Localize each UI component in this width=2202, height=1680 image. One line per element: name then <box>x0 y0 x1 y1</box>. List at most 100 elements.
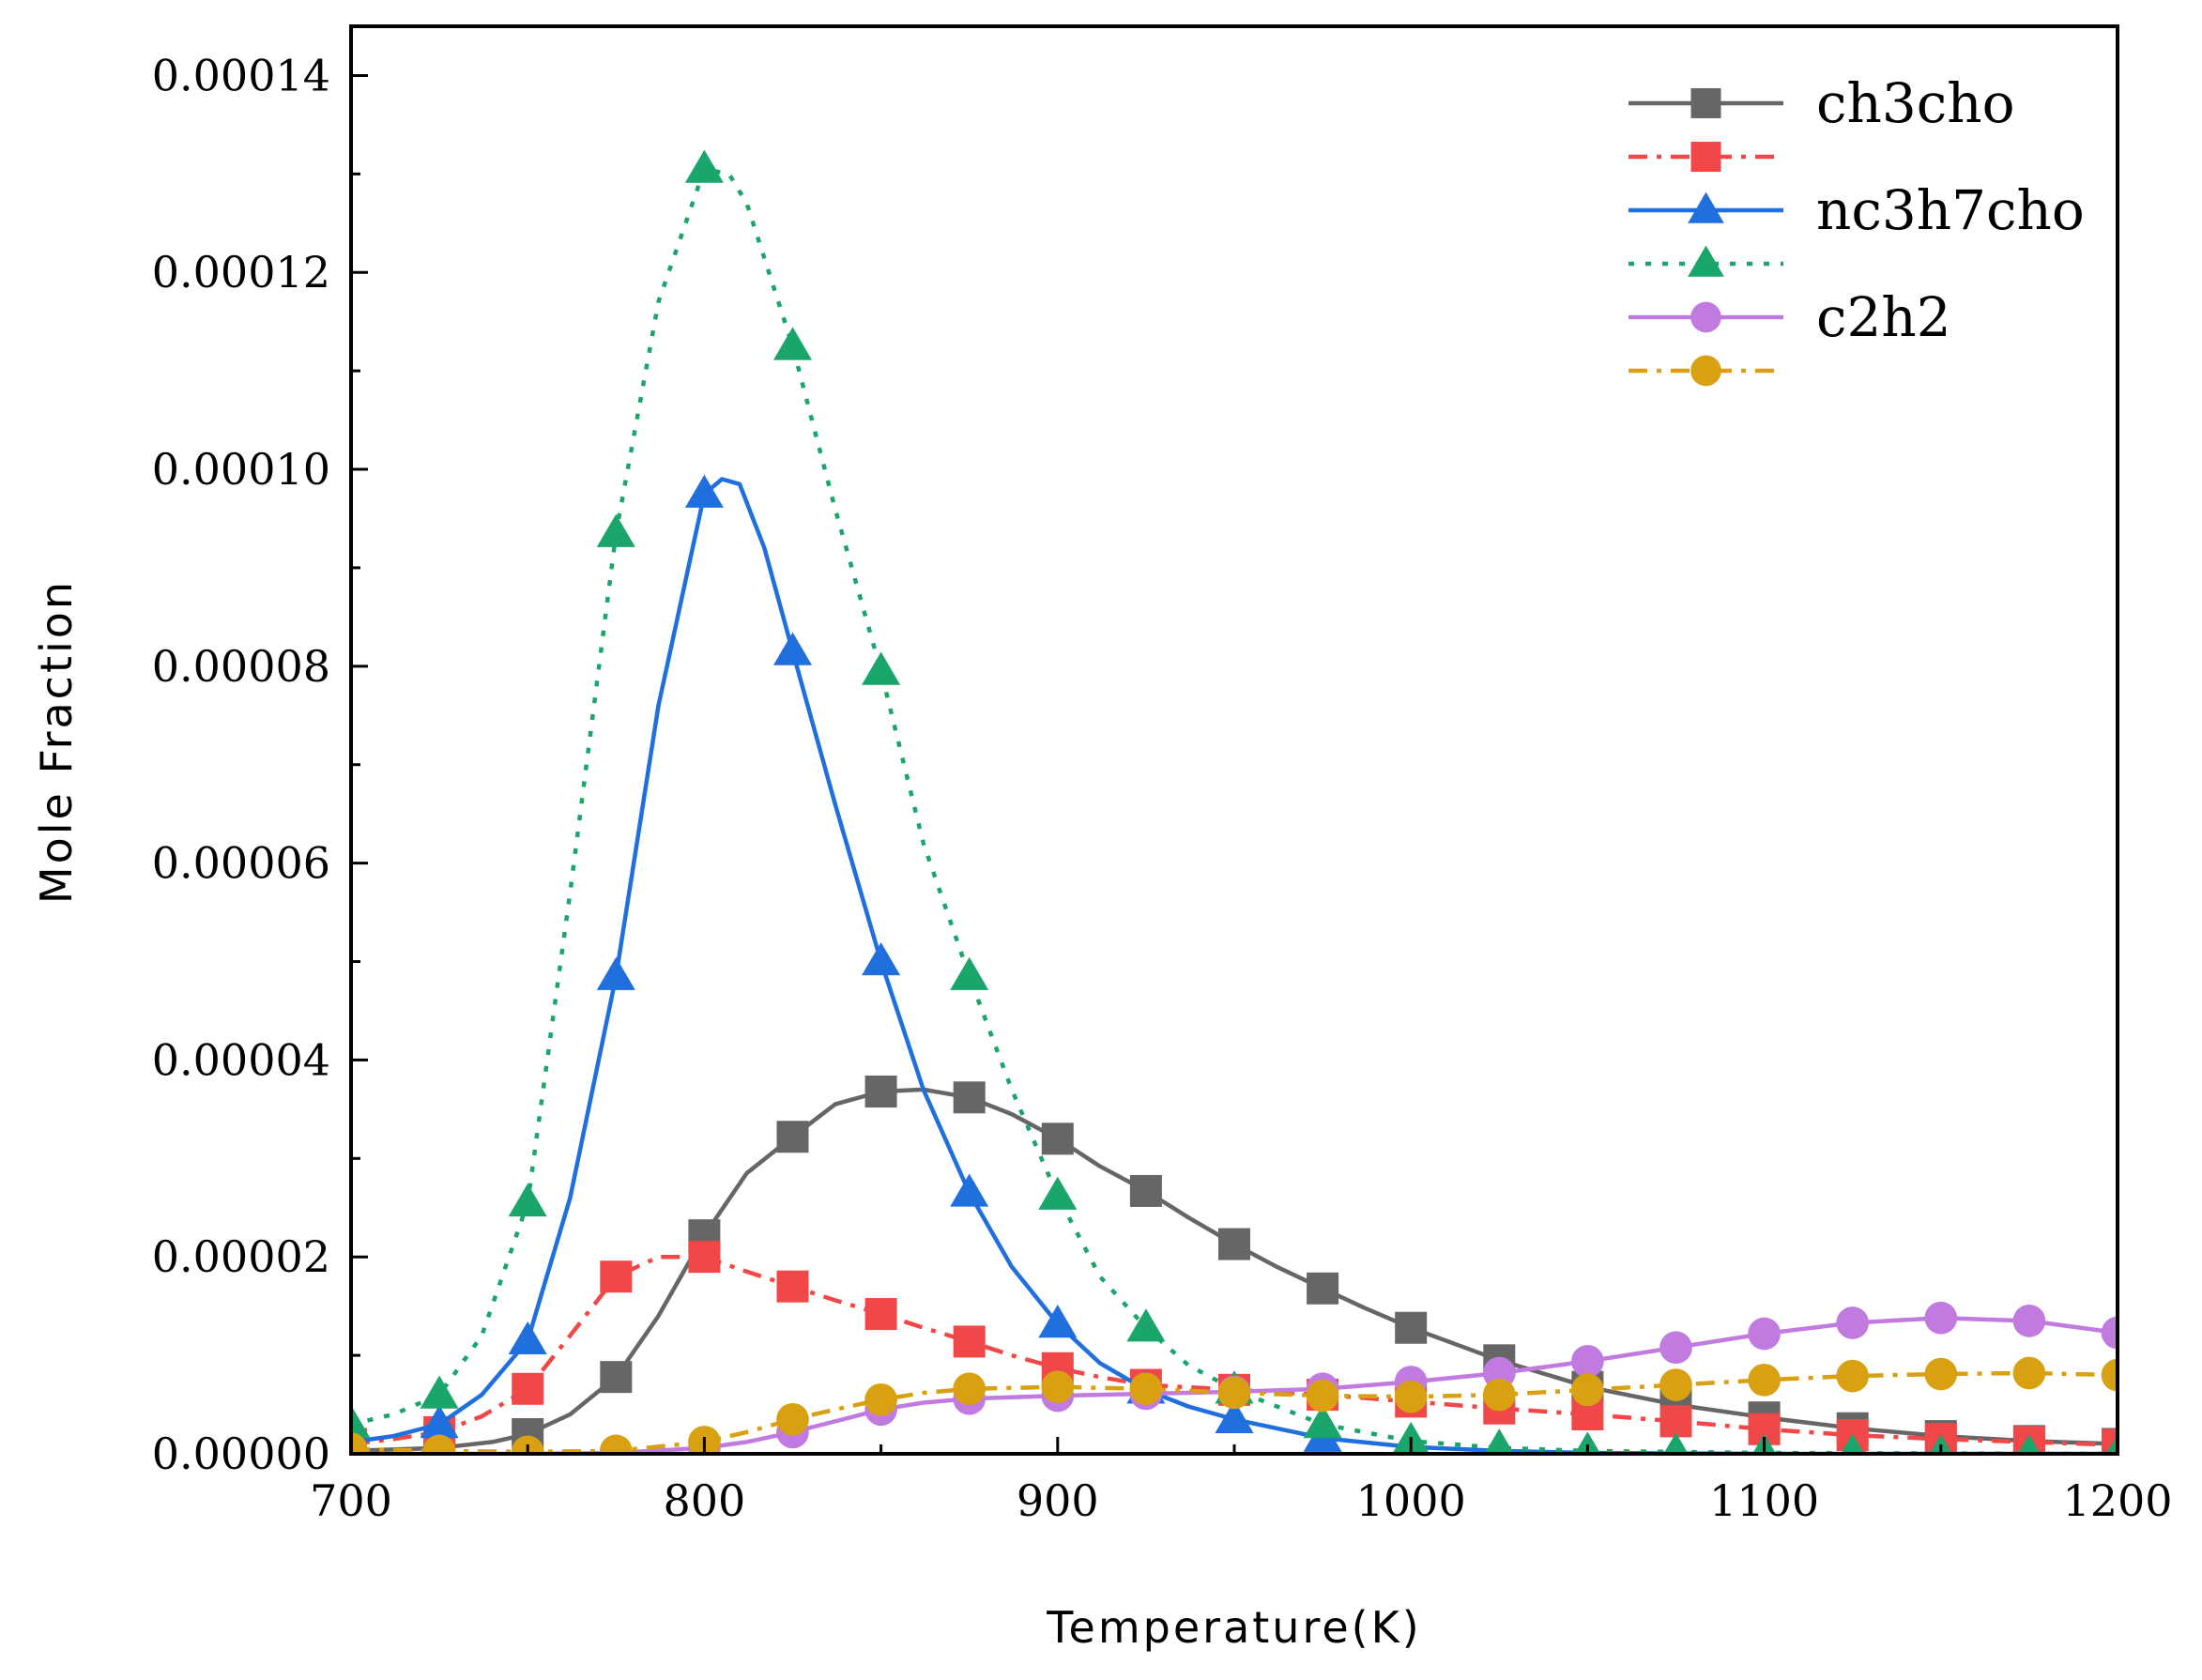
y-tick-label: 0.00014 <box>152 50 330 100</box>
data-point-series-4 <box>1038 1176 1078 1210</box>
data-point-series-4 <box>1126 1308 1166 1342</box>
data-point-series-4 <box>351 1405 371 1439</box>
x-tick-label: 1000 <box>1356 1475 1466 1526</box>
data-point-nc3h7cho <box>1038 1305 1078 1338</box>
data-point-ch3cho <box>776 1121 809 1153</box>
data-point-series-6 <box>776 1402 809 1436</box>
data-point-series-2 <box>776 1270 809 1303</box>
data-point-series-6 <box>1217 1376 1251 1410</box>
legend-marker <box>1690 142 1721 172</box>
data-point-nc3h7cho <box>684 474 724 508</box>
data-point-series-6 <box>1571 1373 1604 1407</box>
x-tick-label: 1100 <box>1709 1475 1819 1526</box>
data-point-series-4 <box>684 149 724 183</box>
data-point-c2h2 <box>1571 1345 1604 1378</box>
y-tick-label: 0.00000 <box>152 1428 330 1479</box>
data-point-c2h2 <box>1924 1301 1958 1335</box>
data-point-series-4 <box>2017 1434 2041 1454</box>
data-point-series-6 <box>422 1434 456 1454</box>
data-point-series-6 <box>1659 1368 1692 1401</box>
data-point-series-6 <box>1482 1378 1516 1412</box>
series-6-group <box>351 1356 2118 1454</box>
y-tick-label: 0.00004 <box>152 1034 330 1085</box>
data-point-series-6 <box>1041 1370 1075 1404</box>
data-point-series-6 <box>1129 1372 1163 1406</box>
legend-entry <box>1629 142 1783 172</box>
legend-marker <box>1688 191 1724 223</box>
data-point-ch3cho <box>953 1081 986 1114</box>
data-point-nc3h7cho <box>508 1321 547 1355</box>
x-axis: 700 800 900 1000 1100 1200 <box>310 1437 2173 1526</box>
series-line-series-2 <box>351 1254 2118 1447</box>
data-point-series-4 <box>2106 1434 2118 1454</box>
data-point-series-4 <box>1841 1433 1865 1454</box>
data-point-ch3cho <box>1395 1311 1428 1344</box>
data-point-series-4 <box>1484 1428 1514 1454</box>
data-point-series-6 <box>2012 1356 2046 1390</box>
y-tick-label: 0.00002 <box>152 1231 330 1282</box>
data-point-series-4 <box>862 651 901 685</box>
legend-marker <box>1690 355 1721 387</box>
x-tick-label: 900 <box>1017 1475 1099 1526</box>
data-point-ch3cho <box>1041 1123 1074 1155</box>
data-point-series-4 <box>1929 1434 1952 1454</box>
x-tick-label: 1200 <box>2062 1475 2172 1526</box>
data-point-series-6 <box>1836 1359 1870 1393</box>
legend-marker <box>1690 88 1721 118</box>
series-layer <box>351 149 2118 1454</box>
data-point-series-4 <box>508 1183 547 1217</box>
data-point-series-4 <box>1574 1431 1601 1454</box>
data-point-series-4 <box>950 956 989 990</box>
data-point-nc3h7cho <box>596 956 635 990</box>
x-tick-label: 700 <box>310 1475 392 1526</box>
data-point-series-2 <box>688 1241 721 1274</box>
data-point-series-6 <box>2101 1358 2118 1392</box>
y-tick-label: 0.00010 <box>152 444 330 495</box>
data-point-c2h2 <box>2012 1305 2046 1337</box>
data-point-series-6 <box>1924 1357 1958 1391</box>
data-point-c2h2 <box>1659 1331 1692 1365</box>
legend-label: nc3h7cho <box>1816 178 2085 242</box>
y-tick-label: 0.00008 <box>152 641 330 692</box>
legend-marker <box>1690 301 1721 333</box>
legend-marker <box>1688 245 1724 277</box>
data-point-series-6 <box>953 1372 986 1406</box>
data-point-ch3cho <box>1307 1272 1339 1305</box>
y-axis: 0.00000 0.00002 0.00004 0.00006 0.00008 0.000… <box>152 50 368 1479</box>
data-point-series-2 <box>600 1260 633 1293</box>
data-point-nc3h7cho <box>420 1405 459 1439</box>
data-point-series-6 <box>599 1434 633 1454</box>
data-point-ch3cho <box>600 1361 633 1394</box>
data-point-series-6 <box>1394 1380 1428 1413</box>
legend: ch3cho nc3h7cho c2h2 <box>1629 71 2085 387</box>
data-point-series-6 <box>1306 1379 1339 1413</box>
legend-entry <box>1629 355 1783 387</box>
data-point-nc3h7cho <box>772 632 813 665</box>
data-point-series-4 <box>420 1375 459 1409</box>
data-point-series-2 <box>512 1372 544 1405</box>
data-point-ch3cho <box>1218 1228 1250 1260</box>
data-point-series-2 <box>1659 1405 1692 1438</box>
data-point-ch3cho <box>864 1075 897 1107</box>
data-point-nc3h7cho <box>1215 1399 1254 1433</box>
y-tick-label: 0.00006 <box>152 838 330 889</box>
legend-entry: nc3h7cho <box>1629 178 2085 242</box>
legend-entry: c2h2 <box>1629 285 1951 349</box>
data-point-series-4 <box>1663 1432 1689 1454</box>
data-point-ch3cho <box>1129 1174 1162 1207</box>
legend-entry: ch3cho <box>1629 71 2015 135</box>
data-point-c2h2 <box>1836 1306 1870 1339</box>
x-tick-label: 800 <box>663 1475 745 1526</box>
data-point-c2h2 <box>2101 1316 2118 1350</box>
data-point-series-6 <box>351 1432 368 1454</box>
data-point-series-4 <box>1303 1405 1342 1439</box>
x-axis-title: Temperature(K) <box>1046 1602 1421 1653</box>
data-point-series-2 <box>864 1298 897 1331</box>
data-point-nc3h7cho <box>862 941 901 976</box>
data-point-series-4 <box>772 327 813 360</box>
legend-entry <box>1629 245 1783 277</box>
data-point-nc3h7cho <box>950 1173 989 1207</box>
data-point-c2h2 <box>1748 1317 1781 1351</box>
data-point-series-2 <box>953 1325 986 1358</box>
